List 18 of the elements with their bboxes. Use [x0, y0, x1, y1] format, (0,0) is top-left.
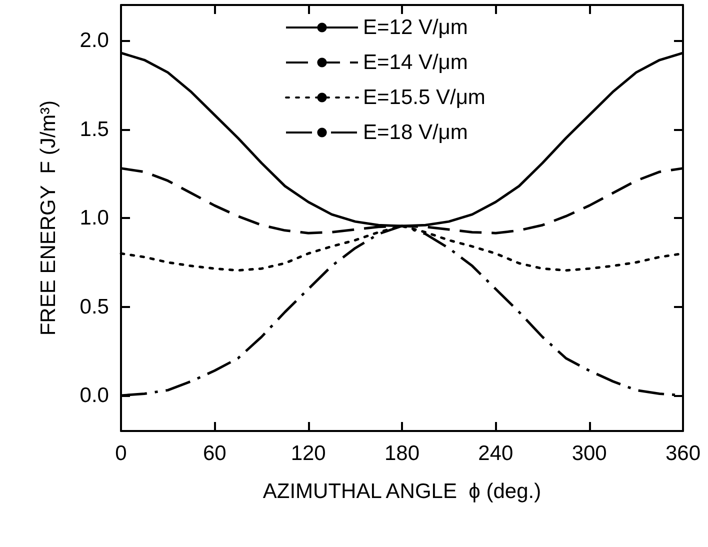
legend-label: E=15.5 V/μm — [363, 86, 486, 109]
x-tick-label: 120 — [290, 442, 326, 465]
y-tick-label: 0.0 — [80, 384, 109, 407]
x-tick-label: 0 — [115, 442, 127, 465]
legend-label: E=14 V/μm — [363, 51, 468, 74]
x-tick-label: 360 — [665, 442, 701, 465]
y-tick-label: 2.0 — [80, 29, 109, 52]
legend-label: E=12 V/μm — [363, 16, 468, 39]
y-tick-label: 0.5 — [80, 295, 109, 318]
x-tick-label: 240 — [478, 442, 514, 465]
y-tick-label: 1.5 — [80, 118, 109, 141]
legend-label: E=18 V/μm — [363, 121, 468, 144]
x-tick-label: 60 — [202, 442, 226, 465]
x-tick-label: 180 — [384, 442, 420, 465]
y-tick-label: 1.0 — [80, 206, 109, 230]
x-tick-label: 300 — [572, 442, 607, 465]
y-axis-title: FREE ENERGY F (J/m³) — [37, 100, 60, 336]
x-axis-title: AZIMUTHAL ANGLE ϕ (deg.) — [262, 480, 542, 503]
